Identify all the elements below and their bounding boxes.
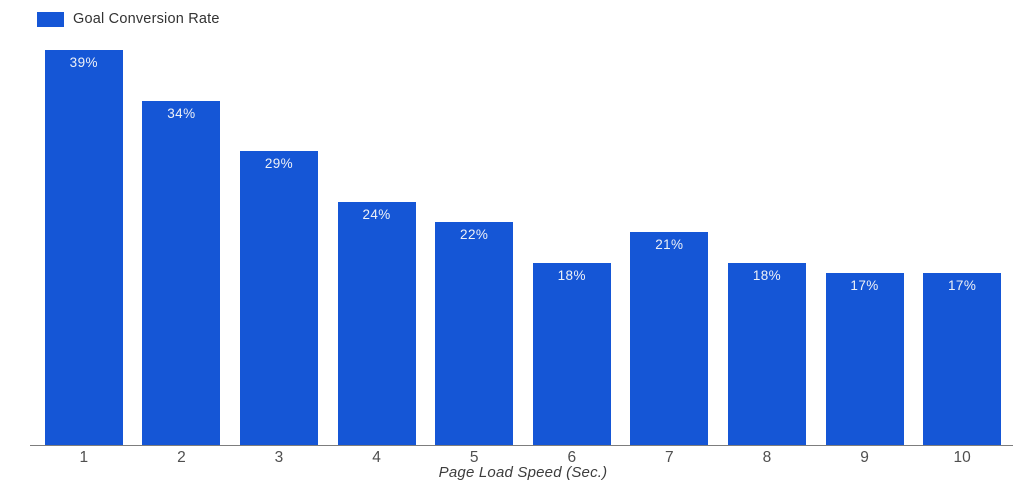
- bar: 18%: [727, 262, 806, 445]
- bar: 17%: [825, 272, 904, 445]
- bar-slot: 39%: [35, 45, 133, 445]
- bar-value-label: 39%: [69, 55, 98, 71]
- x-tick-label: 1: [79, 449, 89, 466]
- legend: Goal Conversion Rate: [37, 11, 220, 27]
- bar-slot: 18%: [718, 45, 816, 445]
- x-axis-line: [30, 444, 1013, 447]
- bar-slot: 34%: [133, 45, 231, 445]
- x-tick-label: 6: [567, 449, 577, 466]
- x-tick-label: 10: [953, 449, 971, 466]
- bar: 29%: [239, 151, 318, 445]
- x-tick-label: 4: [372, 449, 381, 466]
- bar: 24%: [337, 201, 416, 445]
- plot-area: 39% 34% 29% 24% 22% 18% 21% 18% 17% 17%: [35, 45, 1011, 445]
- bar: 17%: [923, 272, 1002, 445]
- x-tick-label: 8: [762, 449, 772, 466]
- bar-value-label: 21%: [655, 237, 684, 253]
- bar-value-label: 17%: [850, 277, 879, 293]
- bar-value-label: 24%: [362, 206, 391, 222]
- bar: 39%: [44, 50, 123, 445]
- legend-label: Goal Conversion Rate: [73, 11, 220, 27]
- x-axis-tick-labels: 1 2 3 4 5 6 7 8 9 10: [35, 450, 1011, 466]
- x-axis-title: Page Load Speed (Sec.): [438, 464, 608, 481]
- bar-slot: 22%: [425, 45, 523, 445]
- bar-value-label: 18%: [557, 267, 586, 283]
- x-tick-label: 3: [274, 449, 284, 466]
- legend-swatch-square-icon: [37, 11, 64, 27]
- bar-value-label: 29%: [264, 156, 294, 172]
- bar: 21%: [630, 232, 709, 445]
- bar-value-label: 18%: [752, 267, 782, 283]
- x-tick-label: 5: [469, 449, 479, 466]
- bar-value-label: 22%: [460, 227, 489, 243]
- bar-slot: 18%: [523, 45, 621, 445]
- bar-slot: 24%: [328, 45, 426, 445]
- bar: 34%: [142, 100, 221, 445]
- bar: 18%: [532, 262, 611, 445]
- bar-value-label: 34%: [167, 105, 196, 121]
- bar-slot: 29%: [230, 45, 328, 445]
- x-tick-label: 2: [177, 449, 186, 466]
- bar-slot: 21%: [621, 45, 719, 445]
- bar: 22%: [435, 222, 514, 445]
- bar-slot: 17%: [913, 45, 1011, 445]
- x-tick-label: 9: [860, 449, 869, 466]
- bar-value-label: 17%: [948, 277, 977, 293]
- x-tick-label: 7: [665, 449, 674, 466]
- bars-row: 39% 34% 29% 24% 22% 18% 21% 18% 17% 17%: [35, 45, 1011, 445]
- bar-slot: 17%: [816, 45, 914, 445]
